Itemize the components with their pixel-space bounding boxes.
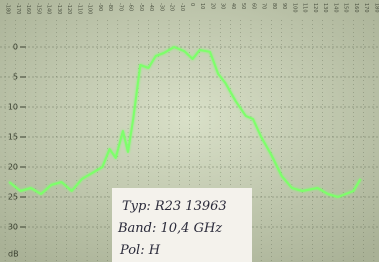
x-tick-label: -120 bbox=[66, 3, 72, 14]
x-tick-label: -10 bbox=[179, 3, 185, 11]
x-tick-label: 100 bbox=[291, 3, 297, 13]
x-tick-label: 10 bbox=[199, 3, 205, 9]
y-tick-label: 10 bbox=[8, 103, 18, 112]
x-tick-label: -130 bbox=[56, 3, 62, 14]
x-tick-label: 50 bbox=[240, 3, 246, 9]
note-line: Typ: R23 13963 bbox=[122, 199, 227, 214]
x-tick-label: 30 bbox=[220, 3, 226, 9]
x-tick-label: -170 bbox=[15, 3, 21, 14]
x-tick-label: 130 bbox=[322, 3, 328, 13]
x-tick-label: -110 bbox=[76, 3, 82, 14]
x-tick-label: -80 bbox=[107, 3, 113, 11]
note-line: Pol: H bbox=[119, 243, 161, 258]
x-tick-label: -50 bbox=[138, 3, 144, 11]
x-tick-label: 120 bbox=[312, 3, 318, 13]
x-tick-label: 160 bbox=[353, 3, 359, 13]
x-tick-label: 110 bbox=[302, 3, 308, 13]
x-tick-label: -40 bbox=[148, 3, 154, 11]
x-tick-label: -150 bbox=[35, 3, 41, 14]
x-tick-label: -20 bbox=[169, 3, 175, 11]
x-tick-label: -30 bbox=[158, 3, 164, 11]
y-tick-label: 5 bbox=[13, 73, 18, 82]
note-card: Typ: R23 13963 Band: 10,4 GHz Pol: H bbox=[112, 188, 252, 262]
x-tick-label: 0 bbox=[189, 3, 195, 6]
y-axis-label: dB bbox=[8, 250, 19, 259]
x-tick-label: -70 bbox=[117, 3, 123, 11]
y-tick-label: 30 bbox=[8, 223, 18, 232]
x-tick-label: -90 bbox=[97, 3, 103, 11]
x-tick-label: 20 bbox=[209, 3, 215, 9]
y-tick-label: 20 bbox=[8, 163, 18, 172]
x-tick-label: -180 bbox=[5, 3, 11, 14]
x-tick-label: 90 bbox=[281, 3, 287, 9]
chart: -180-170-160-150-140-130-120-110-100-90-… bbox=[0, 0, 379, 262]
x-tick-label: 170 bbox=[363, 3, 369, 13]
x-tick-label: 40 bbox=[230, 3, 236, 9]
note-line: Band: 10,4 GHz bbox=[117, 221, 222, 236]
x-tick-label: 140 bbox=[332, 3, 338, 13]
x-tick-label: 70 bbox=[261, 3, 267, 9]
y-tick-label: 15 bbox=[8, 133, 18, 142]
x-tick-label: -60 bbox=[128, 3, 134, 11]
x-tick-label: 180 bbox=[373, 3, 379, 13]
x-tick-label: -160 bbox=[25, 3, 31, 14]
x-tick-label: -140 bbox=[46, 3, 52, 14]
x-tick-label: 150 bbox=[343, 3, 349, 13]
y-tick-label: 0 bbox=[13, 43, 18, 52]
x-tick-label: -100 bbox=[87, 3, 93, 14]
x-tick-label: 60 bbox=[250, 3, 256, 9]
y-tick-label: 25 bbox=[8, 193, 18, 202]
x-tick-label: 80 bbox=[271, 3, 277, 9]
